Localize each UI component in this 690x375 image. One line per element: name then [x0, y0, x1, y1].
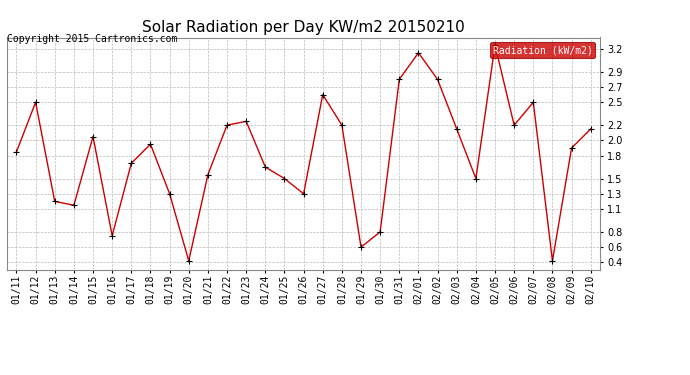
Text: Copyright 2015 Cartronics.com: Copyright 2015 Cartronics.com — [7, 34, 177, 44]
Legend: Radiation (kW/m2): Radiation (kW/m2) — [490, 42, 595, 58]
Title: Solar Radiation per Day KW/m2 20150210: Solar Radiation per Day KW/m2 20150210 — [142, 20, 465, 35]
